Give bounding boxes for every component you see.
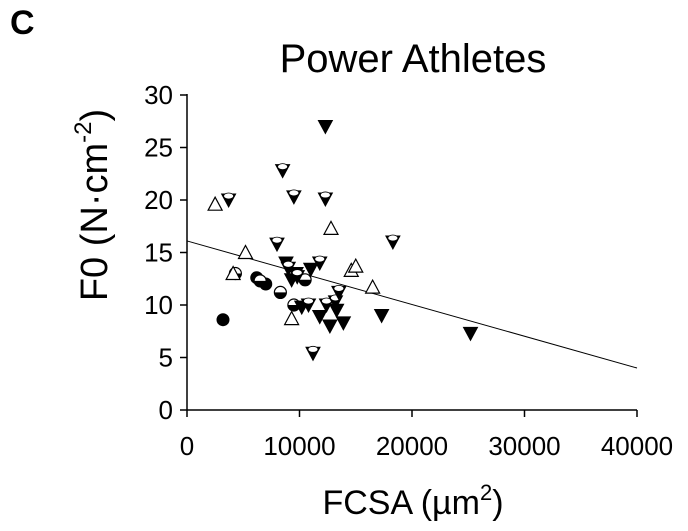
x-tick-label: 20000 xyxy=(376,431,448,461)
data-point-filled-triangle-down xyxy=(462,326,479,342)
data-point-half-triangle-down xyxy=(305,345,321,362)
data-point-filled-triangle-down xyxy=(302,262,319,278)
x-tick-label: 10000 xyxy=(263,431,335,461)
data-point-half-triangle-down xyxy=(385,234,401,251)
data-point-half-triangle-down xyxy=(331,284,347,301)
data-point-half-triangle-down xyxy=(317,191,334,208)
data-point-half-triangle-down xyxy=(269,236,285,253)
x-tick-label: 40000 xyxy=(601,431,673,461)
data-point-open-triangle-up xyxy=(237,244,254,260)
data-point-filled-triangle-down xyxy=(322,319,338,335)
data-point-half-triangle-down xyxy=(286,189,302,205)
points-layer xyxy=(207,120,479,362)
data-point-filled-triangle-down xyxy=(335,316,352,331)
data-point-open-triangle-up xyxy=(283,310,300,326)
y-tick-label: 10 xyxy=(144,290,173,320)
data-point-half-triangle-down xyxy=(274,163,291,179)
data-point-half-triangle-down xyxy=(300,297,317,314)
y-tick-label: 30 xyxy=(144,80,173,110)
axes: 0 5 10 15 20 25 30 0 10000 20000 30000 40000 xyxy=(144,80,673,461)
data-point-half-triangle-down xyxy=(280,260,297,277)
y-tick-label: 20 xyxy=(144,185,173,215)
data-point-half-triangle-down xyxy=(311,255,328,272)
trendline-layer xyxy=(186,240,638,369)
data-point-open-triangle-up xyxy=(364,278,381,294)
data-point-half-triangle-down xyxy=(220,192,237,209)
x-axis-label: FCSA (µm2) xyxy=(322,480,503,522)
data-point-open-triangle-up xyxy=(207,195,224,211)
data-point-open-triangle-up xyxy=(225,265,242,281)
y-axis-label: F0 (N·cm-2) xyxy=(70,109,116,301)
data-point-filled-triangle-down xyxy=(311,310,328,325)
data-point-filled-triangle-down xyxy=(317,120,334,135)
data-point-open-triangle-up xyxy=(322,220,340,235)
data-point-half-circle xyxy=(298,273,312,287)
chart-title: Power Athletes xyxy=(280,37,547,81)
panel-label: C xyxy=(10,4,35,42)
x-tick-label: 0 xyxy=(180,431,194,461)
y-tick-label: 15 xyxy=(144,238,173,268)
data-point-open-triangle-up xyxy=(347,257,364,273)
data-point-half-triangle-down xyxy=(289,269,306,285)
data-point-filled-triangle-down xyxy=(373,309,390,324)
trendline xyxy=(186,240,638,369)
y-tick-label: 25 xyxy=(144,133,173,163)
y-tick-label: 0 xyxy=(159,395,173,425)
x-tick-label: 30000 xyxy=(488,431,560,461)
data-point-half-triangle-down xyxy=(318,297,335,314)
y-tick-label: 5 xyxy=(159,343,173,373)
data-point-half-circle xyxy=(273,285,287,299)
data-point-half-circle xyxy=(253,274,267,288)
data-point-filled-circle xyxy=(216,313,230,327)
